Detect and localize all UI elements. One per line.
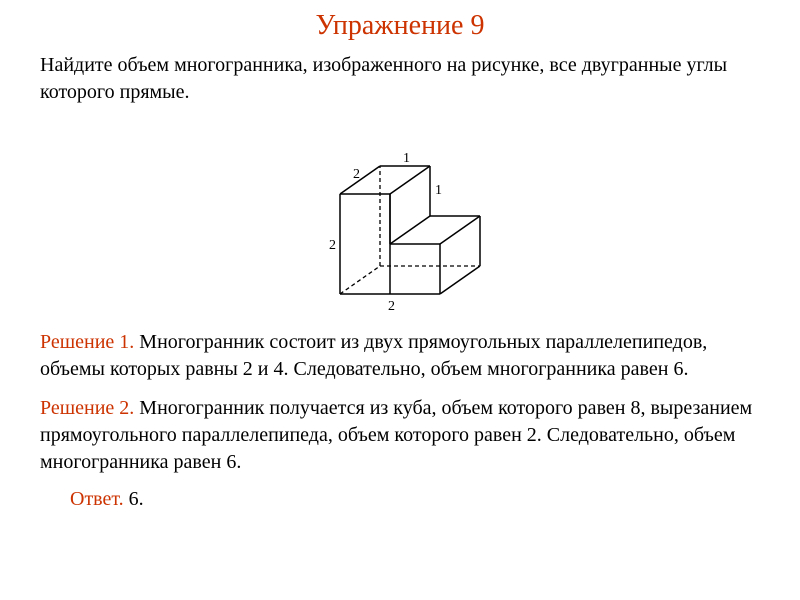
- solution-2: Решение 2. Многогранник получается из ку…: [40, 395, 760, 476]
- dim-bottom: 2: [388, 299, 395, 314]
- solution-1-text: Многогранник состоит из двух прямоугольн…: [40, 331, 707, 380]
- solution-1-label: Решение 1.: [40, 331, 134, 353]
- problem-statement: Найдите объем многогранника, изображенно…: [40, 52, 760, 106]
- dim-top-back: 1: [403, 151, 410, 166]
- answer: Ответ. 6.: [70, 488, 760, 511]
- answer-value: 6.: [124, 488, 144, 510]
- dim-top-left: 2: [353, 167, 360, 182]
- solution-1: Решение 1. Многогранник состоит из двух …: [40, 329, 760, 383]
- solution-2-text: Многогранник получается из куба, объем к…: [40, 397, 752, 473]
- polyhedron-diagram: 1 2 1 2 2: [40, 114, 760, 319]
- polyhedron-svg: 1 2 1 2 2: [285, 114, 515, 314]
- exercise-title: Упражнение 9: [40, 10, 760, 42]
- dim-top-right: 1: [435, 183, 442, 198]
- dim-mid-left: 2: [329, 238, 336, 253]
- solution-2-label: Решение 2.: [40, 397, 134, 419]
- answer-label: Ответ.: [70, 488, 124, 510]
